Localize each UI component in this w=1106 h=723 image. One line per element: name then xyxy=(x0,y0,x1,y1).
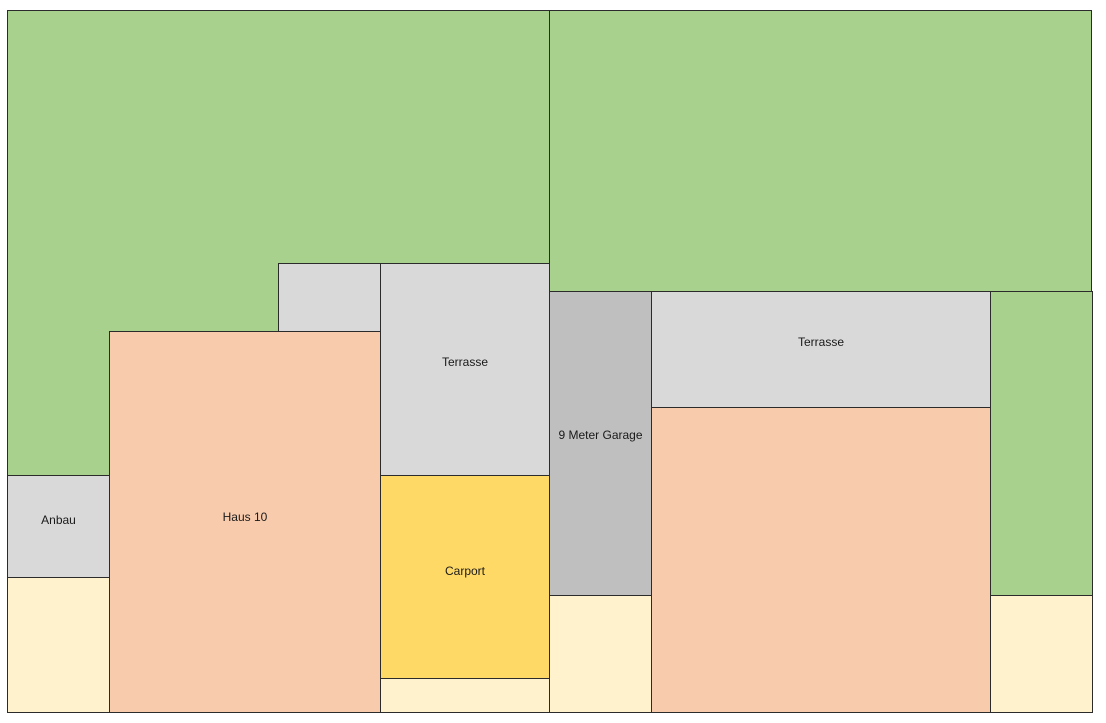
garage-area: 9 Meter Garage xyxy=(549,291,652,596)
anbau-area: Anbau xyxy=(7,475,110,578)
haus10-area: Haus 10 xyxy=(109,331,381,713)
anbau-label: Anbau xyxy=(41,513,76,527)
paved-patch-left xyxy=(278,263,381,332)
house-right-area xyxy=(651,407,991,713)
terrasse-right-label: Terrasse xyxy=(797,335,844,349)
garden-right xyxy=(549,10,1092,292)
frontyard-right xyxy=(990,595,1093,713)
carport-area: Carport xyxy=(380,475,550,679)
terrasse-left-label: Terrasse xyxy=(441,355,488,369)
carport-label: Carport xyxy=(444,564,485,578)
haus10-label: Haus 10 xyxy=(222,510,268,524)
garden-right-side xyxy=(990,291,1093,596)
terrasse-right-area: Terrasse xyxy=(651,291,991,408)
frontyard-garage xyxy=(549,595,652,713)
garage-label: 9 Meter Garage xyxy=(558,428,643,442)
terrasse-left-area: Terrasse xyxy=(380,263,550,476)
frontyard-anbau xyxy=(7,577,110,713)
frontyard-carport xyxy=(380,678,550,713)
